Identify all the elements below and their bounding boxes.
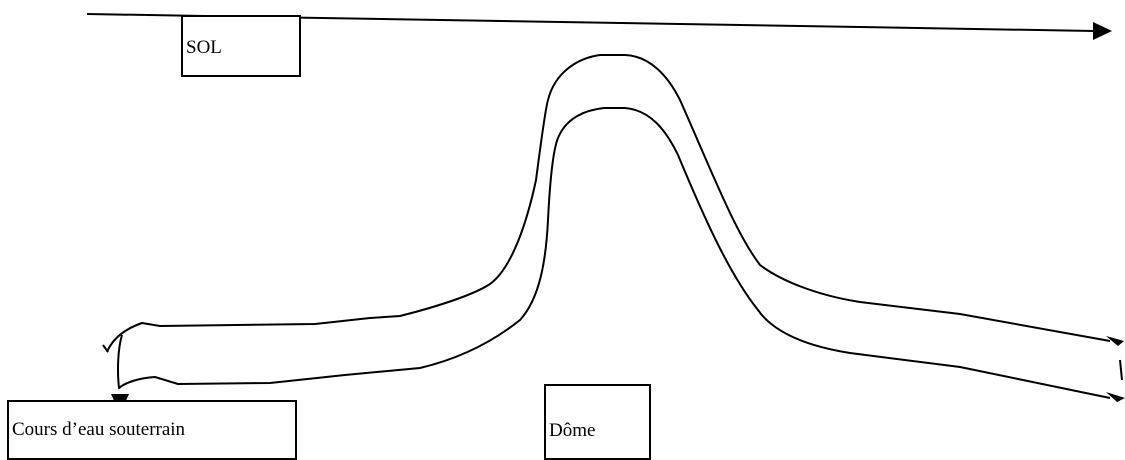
channel-lower-boundary	[117, 107, 1111, 399]
right-end-tick	[1119, 359, 1123, 381]
sol-label: SOL	[186, 37, 222, 58]
dome-label: Dôme	[549, 420, 596, 441]
underground-stream-label: Cours d’eau souterrain	[12, 419, 186, 440]
dome-label-box: Dôme	[544, 384, 651, 460]
underground-stream-label-box: Cours d’eau souterrain	[7, 400, 297, 460]
left-end-tick	[102, 344, 109, 353]
ground-arrowhead	[1093, 22, 1112, 40]
right-lower-arrowhead	[1106, 392, 1125, 402]
sol-label-box: SOL	[181, 15, 301, 77]
right-upper-arrowhead	[1106, 336, 1124, 346]
channel-upper-boundary	[106, 54, 1111, 353]
